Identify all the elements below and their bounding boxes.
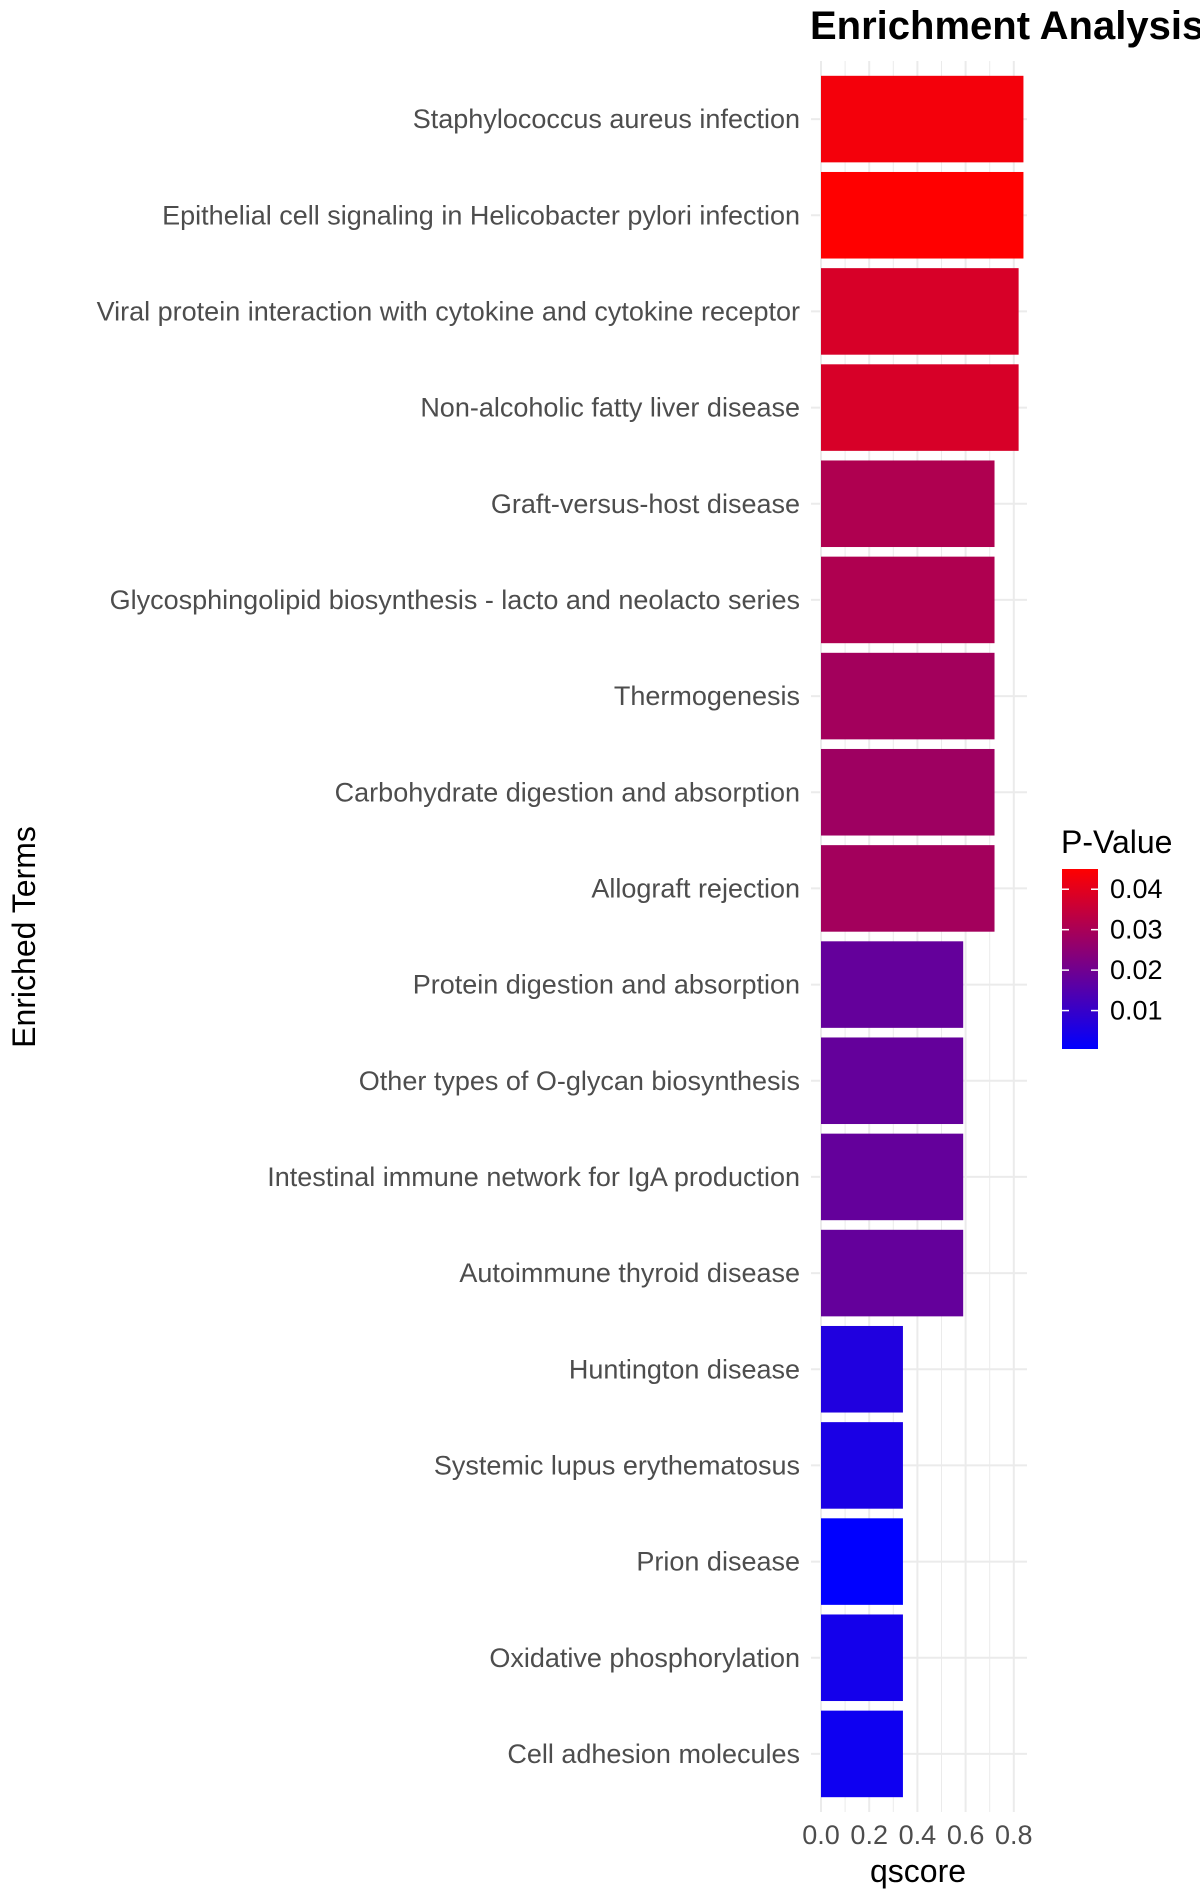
x-tick-label: 0.4 (899, 1820, 937, 1850)
legend-label: 0.01 (1110, 996, 1163, 1026)
bar (821, 1422, 903, 1509)
bar (821, 364, 1019, 451)
y-tick-label: Huntington disease (569, 1354, 800, 1384)
bar (821, 652, 995, 740)
bar (821, 1133, 964, 1221)
legend-label: 0.03 (1110, 915, 1163, 945)
bar (821, 171, 1024, 259)
bar (821, 748, 995, 836)
y-tick-label: Glycosphingolipid biosynthesis - lacto a… (110, 585, 800, 615)
bar (821, 1229, 964, 1317)
legend: P-Value 0.04 0.03 0.02 0.01 (1061, 824, 1172, 1049)
y-tick-labels: Staphylococcus aureus infection Epithelia… (97, 104, 800, 1769)
y-tick-label: Cell adhesion molecules (507, 1739, 800, 1769)
bar (821, 1614, 903, 1702)
bar (821, 1710, 903, 1798)
y-tick-label: Non-alcoholic fatty liver disease (420, 393, 800, 423)
x-tick-label: 0.8 (995, 1820, 1033, 1850)
bars-layer (821, 75, 1024, 1798)
y-tick-label: Systemic lupus erythematosus (434, 1450, 800, 1480)
x-tick-labels: 0.0 0.2 0.4 0.6 0.8 (802, 1820, 1032, 1850)
bar (821, 1325, 903, 1413)
bar (821, 460, 995, 548)
x-tick-label: 0.6 (947, 1820, 985, 1850)
bar (821, 845, 995, 932)
bar (821, 75, 1024, 163)
y-tick-label: Thermogenesis (614, 681, 800, 711)
chart-title: Enrichment Analysis (810, 4, 1200, 48)
y-tick-label: Intestinal immune network for IgA produc… (267, 1162, 800, 1192)
y-tick-label: Staphylococcus aureus infection (413, 104, 800, 134)
y-tick-label: Other types of O-glycan biosynthesis (359, 1066, 800, 1096)
y-tick-label: Autoimmune thyroid disease (459, 1258, 800, 1288)
y-tick-label: Allograft rejection (591, 873, 800, 903)
x-tick-label: 0.2 (850, 1820, 888, 1850)
x-axis-title: qscore (870, 1853, 966, 1889)
bar (821, 1037, 964, 1125)
y-tick-label: Epithelial cell signaling in Helicobacte… (162, 200, 800, 230)
y-tick-label: Graft-versus-host disease (491, 489, 800, 519)
y-axis-title: Enriched Terms (6, 826, 42, 1048)
x-tick-label: 0.0 (802, 1820, 840, 1850)
legend-ticks: 0.04 0.03 0.02 0.01 (1062, 874, 1163, 1026)
y-tick-label: Prion disease (636, 1547, 800, 1577)
bar (821, 268, 1019, 355)
y-tick-label: Protein digestion and absorption (413, 970, 800, 1000)
y-tick-label: Viral protein interaction with cytokine … (97, 296, 800, 326)
bar (821, 1518, 903, 1605)
legend-colorbar (1062, 869, 1098, 1049)
bar (821, 941, 964, 1028)
y-tick-label: Oxidative phosphorylation (489, 1643, 800, 1673)
bar (821, 556, 995, 644)
legend-label: 0.04 (1110, 874, 1163, 904)
y-tick-label: Carbohydrate digestion and absorption (335, 777, 800, 807)
legend-title: P-Value (1061, 824, 1172, 860)
legend-label: 0.02 (1110, 955, 1163, 985)
